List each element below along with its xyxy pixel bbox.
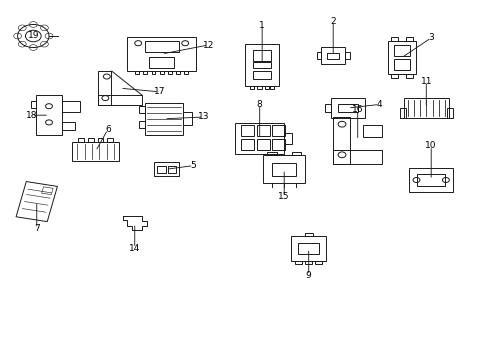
Bar <box>42 187 53 195</box>
Bar <box>157 166 166 173</box>
Text: 2: 2 <box>330 17 336 26</box>
Bar <box>257 85 262 89</box>
Bar <box>78 138 84 142</box>
Bar <box>331 98 365 118</box>
Bar <box>406 37 413 41</box>
Bar <box>241 125 254 136</box>
Bar <box>284 133 292 144</box>
Bar <box>391 37 398 41</box>
Text: 10: 10 <box>425 141 437 150</box>
Bar <box>321 47 345 64</box>
Bar <box>36 95 63 135</box>
Bar <box>98 71 111 105</box>
Bar <box>135 71 139 75</box>
Text: 14: 14 <box>129 244 141 253</box>
Bar <box>235 123 284 154</box>
Bar <box>149 57 174 68</box>
Bar <box>265 85 269 89</box>
Bar <box>267 152 277 155</box>
Bar <box>184 71 188 75</box>
Bar <box>253 71 271 79</box>
Bar <box>400 108 406 118</box>
Bar <box>253 50 271 61</box>
Text: 4: 4 <box>377 100 383 109</box>
Text: 18: 18 <box>26 111 38 120</box>
Text: 3: 3 <box>428 33 434 42</box>
Bar <box>73 142 119 161</box>
Text: 11: 11 <box>420 77 432 85</box>
Text: 8: 8 <box>257 100 263 109</box>
Bar <box>327 53 339 59</box>
Bar <box>98 138 103 142</box>
Bar <box>183 112 192 125</box>
Bar <box>333 117 350 164</box>
Bar <box>98 95 142 105</box>
Bar <box>315 261 322 264</box>
Bar <box>317 52 321 59</box>
Bar <box>107 138 113 142</box>
Bar <box>160 71 164 75</box>
Bar <box>345 52 350 59</box>
Bar <box>363 125 382 137</box>
Bar <box>245 44 279 85</box>
Bar <box>417 174 445 186</box>
Bar <box>264 155 305 183</box>
Bar <box>295 261 302 264</box>
Bar <box>292 152 301 155</box>
Text: 16: 16 <box>352 105 364 114</box>
Bar <box>16 181 57 222</box>
Bar <box>305 261 312 264</box>
Bar <box>145 103 183 135</box>
Bar <box>338 104 358 112</box>
Bar <box>168 166 176 173</box>
Bar <box>391 74 398 78</box>
Bar <box>305 233 313 236</box>
Bar <box>176 71 180 75</box>
Text: 7: 7 <box>34 224 40 233</box>
Bar <box>257 125 270 136</box>
Bar <box>333 150 382 164</box>
Bar <box>88 138 94 142</box>
Bar <box>404 98 449 118</box>
Bar <box>406 74 413 78</box>
Bar <box>394 59 410 70</box>
Text: 6: 6 <box>105 125 111 134</box>
Bar <box>250 85 254 89</box>
Bar <box>31 101 36 108</box>
Bar <box>154 162 179 176</box>
Text: 12: 12 <box>202 40 214 49</box>
Bar <box>151 71 155 75</box>
Bar <box>272 163 296 176</box>
Text: 17: 17 <box>153 87 165 96</box>
Bar <box>139 121 145 128</box>
Bar <box>270 85 274 89</box>
Bar <box>63 101 79 112</box>
Text: 5: 5 <box>191 161 196 170</box>
Bar <box>409 168 453 192</box>
Bar <box>127 37 196 71</box>
Text: 13: 13 <box>197 112 209 121</box>
Bar <box>144 71 147 75</box>
Text: 19: 19 <box>27 31 39 40</box>
Bar <box>63 122 74 130</box>
Text: 9: 9 <box>306 271 312 280</box>
Bar <box>272 125 285 136</box>
Bar <box>145 41 179 52</box>
Bar <box>388 41 416 74</box>
Bar <box>325 104 331 112</box>
Bar <box>168 71 172 75</box>
Bar <box>272 139 285 150</box>
Bar <box>257 139 270 150</box>
Bar <box>447 108 453 118</box>
Text: 15: 15 <box>278 192 290 201</box>
Text: 1: 1 <box>259 21 265 30</box>
Bar <box>139 106 145 113</box>
Bar <box>394 45 410 56</box>
Bar <box>298 243 319 254</box>
Bar <box>291 236 326 261</box>
Bar <box>241 139 254 150</box>
Bar <box>253 62 271 68</box>
